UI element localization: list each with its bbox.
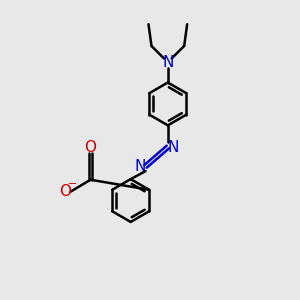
Text: −: − [68, 179, 77, 189]
Text: N: N [167, 140, 178, 154]
Text: N: N [162, 55, 173, 70]
Text: O: O [59, 184, 71, 199]
Text: N: N [135, 159, 146, 174]
Text: O: O [85, 140, 97, 154]
